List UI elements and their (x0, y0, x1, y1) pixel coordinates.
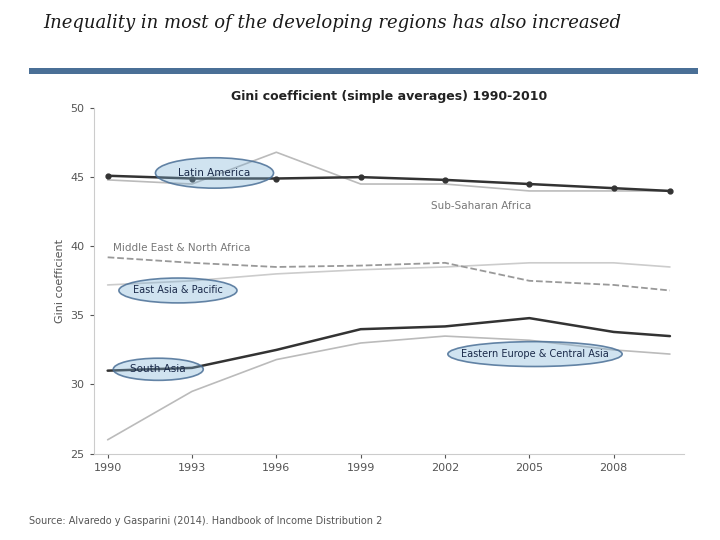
Bar (29, 68, 698, 74)
Y-axis label: Gini coefficient: Gini coefficient (55, 239, 65, 323)
Text: Middle East & North Africa: Middle East & North Africa (113, 244, 251, 253)
Text: Source: Alvaredo y Gasparini (2014). Handbook of Income Distribution 2: Source: Alvaredo y Gasparini (2014). Han… (29, 516, 382, 526)
Text: Eastern Europe & Central Asia: Eastern Europe & Central Asia (461, 349, 609, 359)
Text: East Asia & Pacific: East Asia & Pacific (133, 286, 223, 295)
Ellipse shape (448, 342, 622, 367)
Title: Gini coefficient (simple averages) 1990-2010: Gini coefficient (simple averages) 1990-… (230, 90, 547, 103)
Text: Inequality in most of the developing regions has also increased: Inequality in most of the developing reg… (43, 14, 621, 32)
Ellipse shape (156, 158, 274, 188)
Text: Latin America: Latin America (179, 168, 251, 178)
Ellipse shape (113, 358, 203, 380)
Text: South Asia: South Asia (130, 364, 186, 374)
Ellipse shape (119, 278, 237, 303)
Text: Sub-Saharan Africa: Sub-Saharan Africa (431, 201, 531, 211)
